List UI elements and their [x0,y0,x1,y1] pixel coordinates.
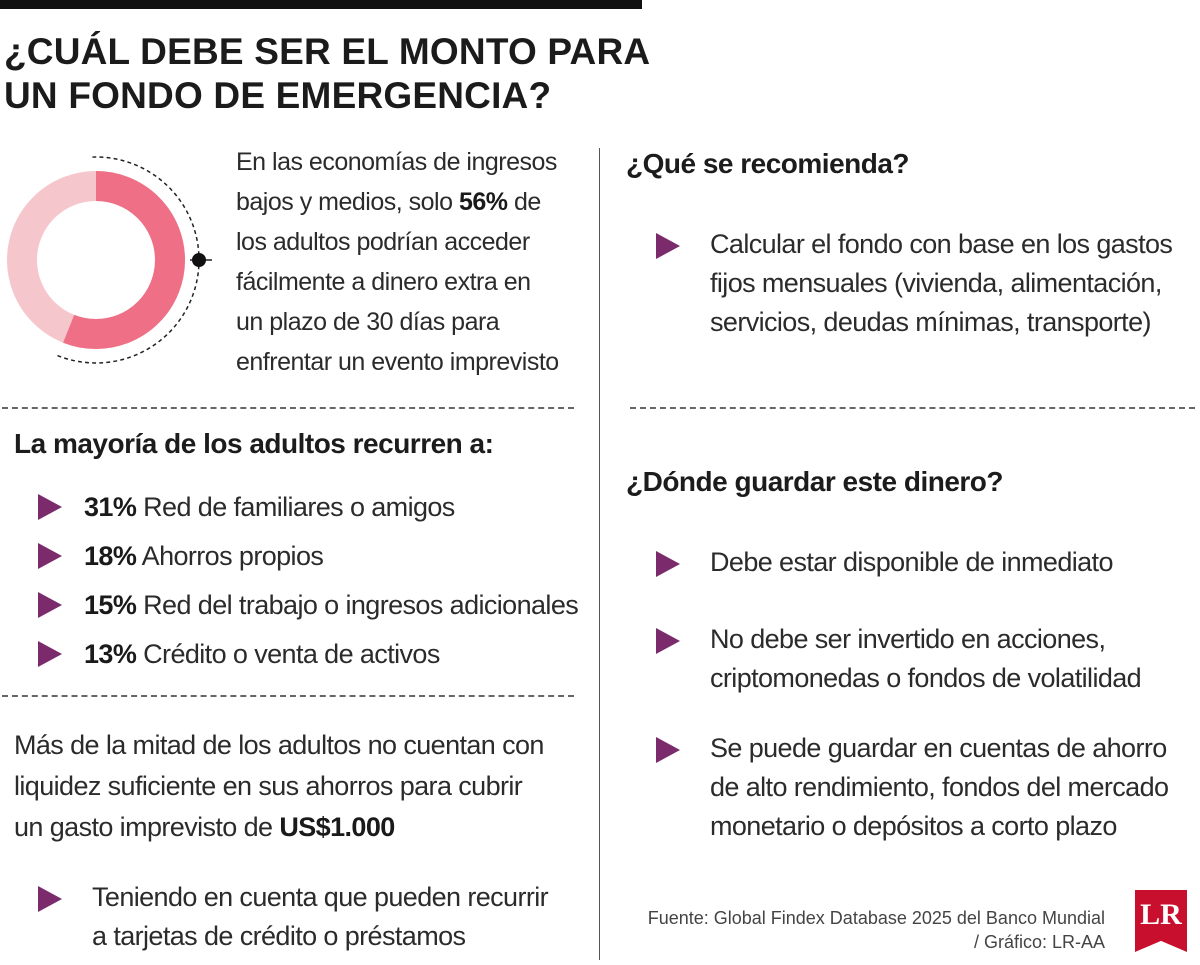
intro-text-part: de [507,188,541,216]
donut-value-ring [7,171,185,349]
triangle-bullet-icon [38,494,62,520]
list-item: 13% Crédito o venta de activos [38,630,578,679]
list-item: 18% Ahorros propios [38,532,578,581]
triangle-bullet-icon [656,233,680,259]
guardar-line: No debe ser invertido en acciones, [710,624,1106,654]
recomienda-line: servicios, deudas mínimas, transporte) [710,307,1151,337]
triangle-bullet-icon [38,886,62,912]
liquidez-line: Más de la mitad de los adultos no cuenta… [14,730,544,760]
intro-line: En las economías de ingresos [236,148,557,176]
item-percent: 15% [84,590,137,620]
recomienda-line: fijos mensuales (vivienda, alimentación, [710,268,1162,298]
recomienda-item: Calcular el fondo con base en los gastos… [656,225,1186,345]
item-label: Red del trabajo o ingresos adicionales [136,590,579,620]
recurren-heading: La mayoría de los adultos recurren a: [14,428,494,459]
triangle-bullet-icon [656,737,680,763]
intro-line: bajos y medios, solo 56% de [236,182,596,222]
liquidez-text-part: un gasto imprevisto de [14,812,280,842]
source-line: / Gráfico: LR-AA [973,932,1105,952]
intro-text-part: bajos y medios, solo [236,188,459,216]
guardar-line: criptomonedas o fondos de volatilidad [710,663,1142,693]
guardar-item: Se puede guardar en cuentas de ahorro de… [656,729,1186,849]
intro-line: enfrentar un evento imprevisto [236,348,559,376]
liquidez-highlight-amount: US$1.000 [279,812,395,842]
donut-outer-dashed-arc [0,156,200,364]
source-line: Fuente: Global Findex Database 2025 del … [647,908,1105,928]
guardar-heading: ¿Dónde guardar este dinero? [626,466,1004,497]
guardar-line: Debe estar disponible de inmediato [710,547,1113,577]
triangle-bullet-icon [38,641,62,667]
item-percent: 13% [84,639,137,669]
donut-leader-dot [192,253,206,267]
credito-line: Teniendo en cuenta que pueden recurrir [92,882,549,912]
intro-highlight-56: 56% [458,188,508,216]
intro-line: los adultos podrían acceder [236,228,530,256]
item-percent: 31% [84,492,137,522]
guardar-line: de alto rendimiento, fondos del mercado [710,772,1169,802]
title-line-1: ¿CUÁL DEBE SER EL MONTO PARA [4,31,651,72]
intro-text: En las economías de ingresos bajos y med… [236,142,596,382]
column-divider [599,148,600,960]
credito-text: Teniendo en cuenta que pueden recurrir a… [92,878,549,956]
item-label: Ahorros propios [136,541,324,571]
guardar-item: Debe estar disponible de inmediato [656,543,1186,583]
donut-chart [0,156,212,364]
guardar-item: No debe ser invertido en acciones, cript… [656,620,1186,700]
dashed-divider [2,695,574,697]
guardar-text: No debe ser invertido en acciones, cript… [710,620,1142,698]
dashed-divider [630,407,1195,409]
guardar-line: monetario o depósitos a corto plazo [710,811,1117,841]
guardar-text: Debe estar disponible de inmediato [710,543,1113,582]
list-item: 31% Red de familiares o amigos [38,483,578,532]
recomienda-line: Calcular el fondo con base en los gastos [710,229,1173,259]
credito-item: Teniendo en cuenta que pueden recurrir a… [38,878,598,958]
list-item: 15% Red del trabajo o ingresos adicional… [38,581,579,630]
liquidez-line: liquidez suficiente en sus ahorros para … [14,771,523,801]
recomienda-heading: ¿Qué se recomienda? [626,148,910,179]
recomienda-text: Calcular el fondo con base en los gastos… [710,225,1173,342]
triangle-bullet-icon [38,592,62,618]
lr-logo: LR [1135,890,1187,952]
item-percent: 18% [84,541,137,571]
recurren-list: 31% Red de familiares o amigos 18% Ahorr… [38,483,579,679]
top-rule [0,0,642,9]
dashed-divider [2,407,574,409]
triangle-bullet-icon [656,551,680,577]
liquidez-text: Más de la mitad de los adultos no cuenta… [14,725,544,848]
source-credit: Fuente: Global Findex Database 2025 del … [648,906,1105,954]
liquidez-line: un gasto imprevisto de US$1.000 [14,807,544,848]
intro-line: fácilmente a dinero extra en [236,268,531,296]
triangle-bullet-icon [656,628,680,654]
triangle-bullet-icon [38,543,62,569]
title-line-2: UN FONDO DE EMERGENCIA? [4,75,552,116]
item-label: Crédito o venta de activos [136,639,440,669]
page-title: ¿CUÁL DEBE SER EL MONTO PARA UN FONDO DE… [4,30,650,118]
guardar-line: Se puede guardar en cuentas de ahorro [710,733,1167,763]
guardar-text: Se puede guardar en cuentas de ahorro de… [710,729,1169,846]
item-label: Red de familiares o amigos [136,492,455,522]
credito-line: a tarjetas de crédito o préstamos [92,921,466,951]
intro-line: un plazo de 30 días para [236,308,500,336]
